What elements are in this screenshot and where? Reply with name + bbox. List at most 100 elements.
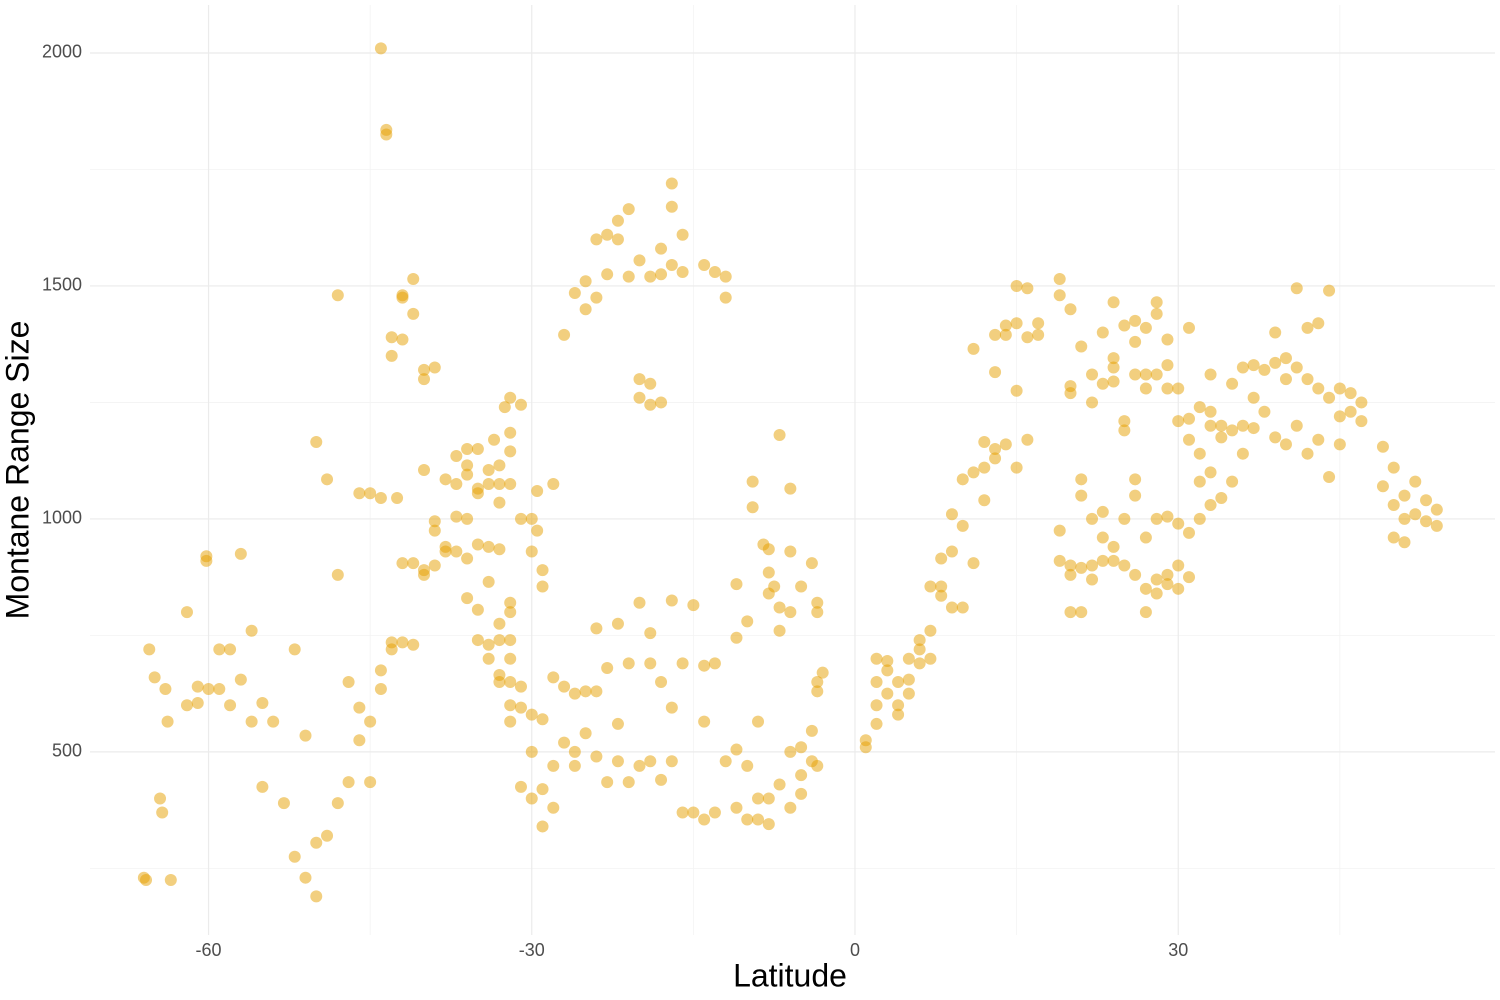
point	[1150, 573, 1163, 586]
point	[536, 580, 549, 593]
point	[956, 519, 969, 532]
point	[385, 331, 398, 344]
point	[439, 473, 452, 486]
point	[1279, 438, 1292, 451]
point	[504, 715, 517, 728]
point	[590, 750, 603, 763]
point	[1204, 368, 1217, 381]
point	[956, 601, 969, 614]
point	[461, 459, 474, 472]
point	[719, 291, 732, 304]
point	[1355, 415, 1368, 428]
point	[396, 291, 409, 304]
point	[730, 801, 743, 814]
point	[256, 780, 269, 793]
point	[1053, 272, 1066, 285]
point	[1161, 333, 1174, 346]
point	[224, 699, 237, 712]
point	[665, 200, 678, 213]
point	[1258, 405, 1271, 418]
point	[504, 606, 517, 619]
point	[611, 755, 624, 768]
point	[1161, 568, 1174, 581]
point	[1118, 415, 1131, 428]
point	[1118, 512, 1131, 525]
point	[1129, 314, 1142, 327]
point	[504, 477, 517, 490]
point	[1118, 424, 1131, 437]
point	[989, 328, 1002, 341]
point	[1355, 396, 1368, 409]
point	[482, 638, 495, 651]
point	[1086, 512, 1099, 525]
point	[1398, 536, 1411, 549]
point	[1064, 606, 1077, 619]
point	[892, 699, 905, 712]
point	[1150, 512, 1163, 525]
point	[795, 787, 808, 800]
point	[655, 268, 668, 281]
point	[331, 797, 344, 810]
point	[428, 559, 441, 572]
point	[267, 715, 280, 728]
point	[1010, 317, 1023, 330]
point	[299, 871, 312, 884]
point	[180, 699, 193, 712]
point	[159, 682, 172, 695]
point	[1420, 494, 1433, 507]
point	[1172, 517, 1185, 530]
point	[741, 615, 754, 628]
point	[504, 445, 517, 458]
point	[439, 545, 452, 558]
x-tick-label: -30	[519, 940, 545, 960]
point	[633, 254, 646, 267]
point	[428, 361, 441, 374]
point	[374, 664, 387, 677]
point	[471, 482, 484, 495]
point	[1258, 363, 1271, 376]
point	[1118, 559, 1131, 572]
point	[752, 813, 765, 826]
point	[644, 398, 657, 411]
point	[784, 482, 797, 495]
point	[1312, 382, 1325, 395]
point	[1107, 361, 1120, 374]
point	[945, 508, 958, 521]
point	[1226, 475, 1239, 488]
point	[1064, 387, 1077, 400]
point	[1204, 419, 1217, 432]
point	[471, 538, 484, 551]
point	[902, 687, 915, 700]
point	[579, 727, 592, 740]
point	[741, 813, 754, 826]
point	[471, 443, 484, 456]
point	[1183, 321, 1196, 334]
point	[1183, 412, 1196, 425]
point	[978, 461, 991, 474]
point	[1096, 554, 1109, 567]
point	[1096, 326, 1109, 339]
point	[1269, 326, 1282, 339]
point	[1064, 559, 1077, 572]
point	[1161, 578, 1174, 591]
point	[1236, 361, 1249, 374]
point	[364, 776, 377, 789]
point	[741, 759, 754, 772]
point	[1161, 359, 1174, 372]
point	[805, 724, 818, 737]
point	[547, 801, 560, 814]
point	[407, 307, 420, 320]
point	[676, 265, 689, 278]
point	[633, 373, 646, 386]
point	[1129, 568, 1142, 581]
point	[493, 496, 506, 509]
point	[795, 741, 808, 754]
point	[601, 228, 614, 241]
point	[590, 622, 603, 635]
x-tick-label: -60	[196, 940, 222, 960]
point	[1215, 431, 1228, 444]
grid	[90, 5, 1495, 935]
point	[601, 776, 614, 789]
point	[1323, 470, 1336, 483]
point	[611, 214, 624, 227]
